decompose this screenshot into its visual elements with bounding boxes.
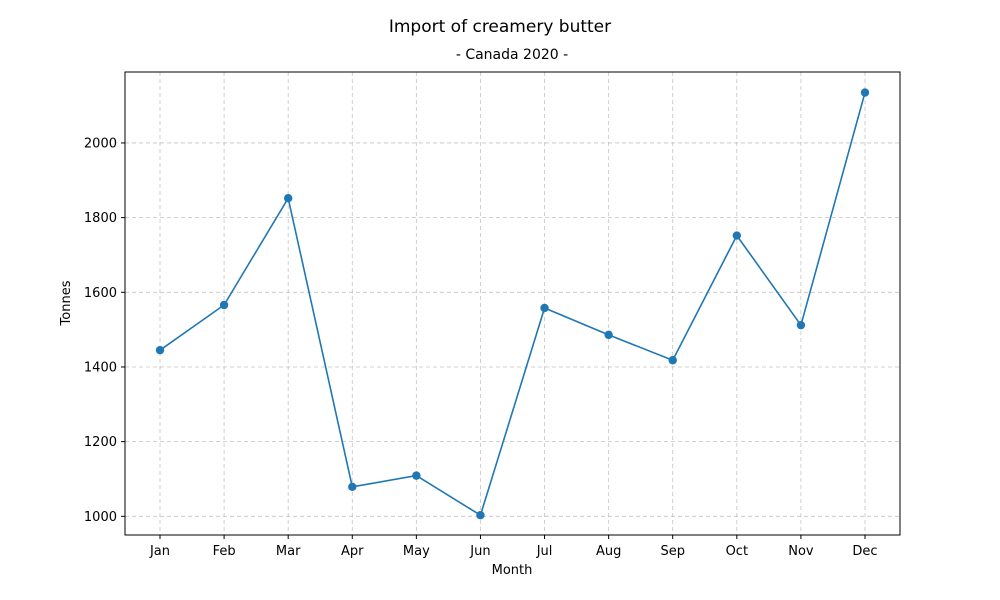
x-tick-label: Sep [660,544,685,559]
ticks-layer: Jan Feb Mar Apr May Jun Jul Aug Sep Oct Nov Dec 1000… [84,136,878,559]
y-tick-label: 1800 [84,211,117,226]
data-point [155,345,165,355]
data-point [540,303,549,313]
chart-title: Import of creamery butter [389,17,611,37]
x-tick-label: Jun [469,544,490,559]
x-tick-label: Jul [536,544,553,559]
x-tick-label: Dec [852,544,877,559]
series-layer [155,88,870,520]
data-point [348,482,357,492]
plot-area-frame [124,71,901,536]
y-tick-label: 1200 [84,435,117,450]
x-tick-label: Mar [276,544,301,559]
data-point [796,320,806,330]
data-point [860,88,870,97]
y-axis-label: Tonnes [59,280,74,326]
x-tick-label: Nov [788,544,814,559]
y-tick-label: 2000 [84,136,117,151]
grid-layer [125,72,900,535]
x-tick-label: Oct [726,544,748,559]
y-tick-label: 1400 [84,360,117,375]
x-tick-label: Apr [341,544,364,559]
y-tick-label: 1000 [84,510,117,525]
data-point [219,300,229,310]
x-tick-label: Feb [213,544,236,559]
y-tick-label: 1600 [84,286,117,301]
x-tick-label: May [403,544,430,559]
data-point [732,231,742,240]
chart-subtitle: - Canada 2020 - [456,47,568,63]
data-point [604,330,613,340]
series-line [159,92,866,517]
data-point [668,356,677,365]
x-axis-label: Month [492,563,533,578]
x-tick-label: Aug [596,544,621,559]
data-point [283,194,293,203]
x-tick-label: Jan [149,544,170,559]
data-point [476,511,485,520]
data-point [412,471,421,480]
